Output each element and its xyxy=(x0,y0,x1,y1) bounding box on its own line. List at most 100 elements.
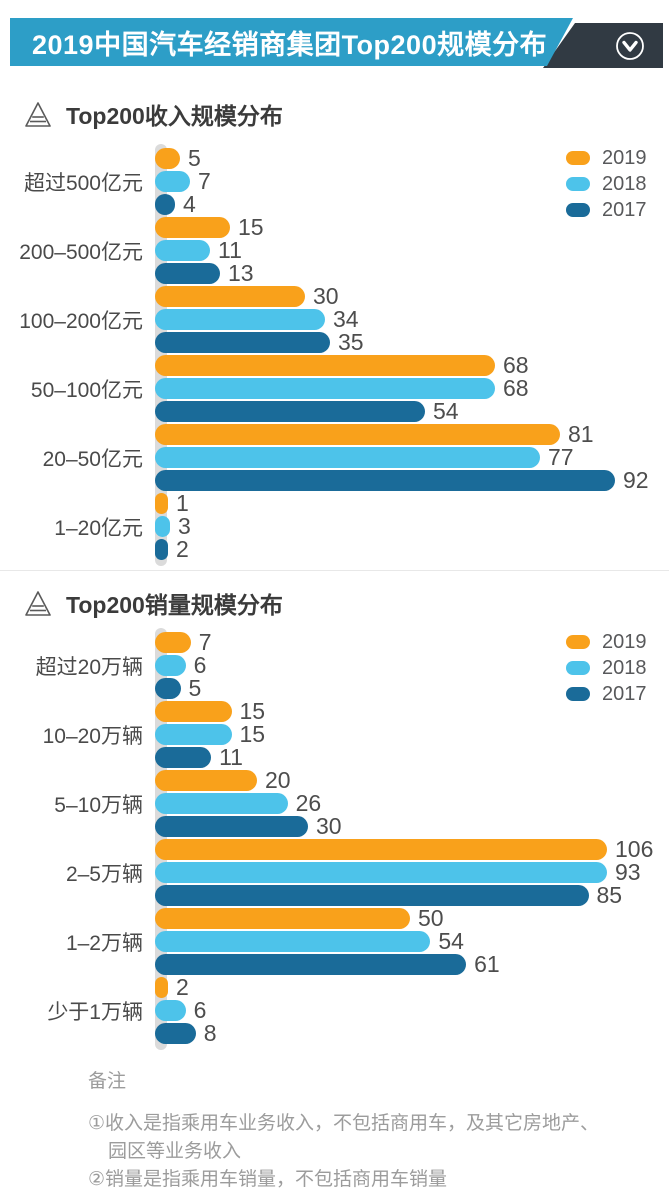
section-title-sales: Top200销量规模分布 xyxy=(66,592,283,618)
value-label: 50 xyxy=(418,905,444,931)
bar-row-2019: 2 xyxy=(155,974,217,1000)
page-title: 2019中国汽车经销商集团Top200规模分布 xyxy=(32,29,548,60)
bar-row-2017: 5 xyxy=(155,677,211,700)
footnote-heading: 备注 xyxy=(88,1071,127,1092)
bar-group: 超过500亿元 5 7 4 xyxy=(0,145,669,216)
bar-2019 xyxy=(155,908,410,929)
bar-2017 xyxy=(155,470,615,491)
bar-row-2018: 3 xyxy=(155,513,191,539)
bar-2018 xyxy=(155,793,288,814)
bar-group: 200–500亿元 15 11 13 xyxy=(0,214,669,286)
bar-row-2019: 15 xyxy=(155,700,265,723)
value-label: 30 xyxy=(316,813,342,839)
value-label: 26 xyxy=(295,790,322,816)
footnote-line: ②销量是指乘用车销量，不包括商用车销量 xyxy=(88,1169,448,1190)
bar-2017 xyxy=(155,747,212,768)
bar-row-2019: 81 xyxy=(155,423,649,446)
bar-row-2018: 6 xyxy=(155,999,217,1022)
bar-row-2017: 92 xyxy=(155,467,649,493)
bar-row-2018: 11 xyxy=(155,237,264,263)
sales-bar-groups: 超过20万辆 7 6 5 10–20万辆 15 15 11 5–10万辆 20 26 30 2–5万辆 1… xyxy=(0,631,669,1045)
value-label: 13 xyxy=(228,260,254,286)
bar-2018 xyxy=(155,862,607,883)
value-label: 7 xyxy=(198,168,211,194)
bar-2019 xyxy=(155,770,257,791)
bar-group: 1–20亿元 1 3 2 xyxy=(0,490,669,562)
value-label: 2 xyxy=(176,536,189,562)
collapse-button[interactable] xyxy=(615,31,645,61)
bar-2017 xyxy=(155,194,175,215)
section-divider xyxy=(0,570,669,571)
revenue-chart: 2019 2018 2017 超过500亿元 5 7 4 200–500亿元 15 11 13 10… xyxy=(0,144,669,566)
category-label: 超过500亿元 xyxy=(23,171,143,195)
value-label: 11 xyxy=(218,237,242,263)
bar-group: 10–20万辆 15 15 11 xyxy=(0,700,669,769)
value-label: 15 xyxy=(238,214,264,240)
value-label: 85 xyxy=(596,882,623,908)
legend-swatch-icon xyxy=(566,687,590,701)
value-label: 30 xyxy=(313,283,339,309)
bar-row-2019: 30 xyxy=(155,283,364,309)
legend-swatch-icon xyxy=(566,661,590,675)
bar-row-2017: 13 xyxy=(155,260,264,286)
bar-2019 xyxy=(155,493,168,514)
bar-row-2018: 34 xyxy=(155,308,364,331)
bar-row-2018: 6 xyxy=(155,654,211,677)
bar-group: 50–100亿元 68 68 54 xyxy=(0,354,669,424)
legend-swatch-icon xyxy=(566,177,590,191)
bar-row-2018: 77 xyxy=(155,446,649,469)
value-label: 2 xyxy=(176,974,189,1000)
bar-row-2019: 1 xyxy=(155,490,191,516)
value-label: 68 xyxy=(503,375,529,401)
value-label: 1 xyxy=(176,490,189,516)
section-header-sales: Top200销量规模分布 xyxy=(25,586,283,620)
bar-2018 xyxy=(155,655,186,676)
bar-row-2019: 15 xyxy=(155,214,264,240)
value-label: 54 xyxy=(438,928,464,954)
header-banner: 2019中国汽车经销商集团Top200规模分布 xyxy=(10,18,573,66)
triangle-logo-icon xyxy=(25,101,51,127)
category-bars: 81 77 92 xyxy=(155,423,649,493)
legend-swatch-icon xyxy=(566,203,590,217)
category-label: 超过20万辆 xyxy=(35,655,143,679)
sales-chart: 2019 2018 2017 超过20万辆 7 6 5 10–20万辆 15 15 11 5–10万… xyxy=(0,628,669,1050)
bar-2019 xyxy=(155,286,305,307)
category-label: 20–50亿元 xyxy=(42,447,143,471)
category-label: 5–10万辆 xyxy=(54,793,143,817)
bar-2019 xyxy=(155,839,607,860)
value-label: 5 xyxy=(188,145,201,171)
bar-row-2017: 2 xyxy=(155,536,191,562)
bar-2018 xyxy=(155,171,190,192)
bar-group: 超过20万辆 7 6 5 xyxy=(0,631,669,700)
category-label: 50–100亿元 xyxy=(30,378,143,402)
bar-2017 xyxy=(155,885,589,906)
bar-2019 xyxy=(155,355,495,376)
bar-row-2017: 35 xyxy=(155,329,364,355)
category-label: 少于1万辆 xyxy=(47,1000,143,1024)
footnote-line: 园区等业务收入 xyxy=(108,1141,242,1162)
category-label: 10–20万辆 xyxy=(42,724,143,748)
bar-group: 1–2万辆 50 54 61 xyxy=(0,905,669,976)
bar-2018 xyxy=(155,240,210,261)
bar-2018 xyxy=(155,724,232,745)
triangle-logo-icon xyxy=(25,590,51,616)
bar-row-2019: 20 xyxy=(155,769,342,792)
bar-2018 xyxy=(155,447,540,468)
legend-swatch-icon xyxy=(566,635,590,649)
category-label: 200–500亿元 xyxy=(19,240,143,264)
bar-group: 100–200亿元 30 34 35 xyxy=(0,283,669,355)
revenue-bar-groups: 超过500亿元 5 7 4 200–500亿元 15 11 13 100–200亿元 30 34 35… xyxy=(0,145,669,562)
category-label: 1–20亿元 xyxy=(54,516,143,540)
value-label: 92 xyxy=(623,467,649,493)
value-label: 54 xyxy=(433,398,459,424)
bar-2017 xyxy=(155,1023,196,1044)
bar-row-2017: 61 xyxy=(155,953,500,976)
bar-row-2017: 11 xyxy=(155,746,265,769)
value-label: 35 xyxy=(338,329,364,355)
value-label: 93 xyxy=(615,859,641,885)
value-label: 3 xyxy=(178,513,191,539)
legend-label: 2018 xyxy=(602,172,647,195)
bar-row-2017: 4 xyxy=(155,193,211,216)
